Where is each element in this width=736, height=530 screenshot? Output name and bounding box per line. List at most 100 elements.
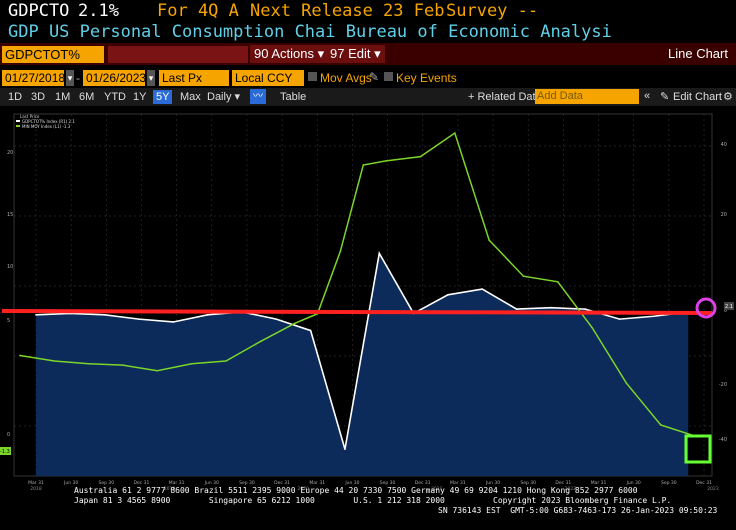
gdp-point: [206, 314, 209, 316]
ticker-symbol: GDPCTO: [8, 1, 70, 21]
right-axis-tick-3: -20: [719, 382, 727, 388]
related-data-button[interactable]: + Related Dat: [468, 91, 536, 103]
gdp-point: [344, 448, 346, 451]
period-tab-1m[interactable]: 1M: [55, 91, 71, 103]
footer-line-2: Japan 81 3 4565 8900 Singapore 65 6212 1…: [74, 496, 672, 505]
end-date-field[interactable]: 01/26/2023: [83, 70, 146, 86]
x-tick-0: Mar 31: [28, 480, 44, 486]
x-tick-12: Mar 31: [450, 480, 466, 486]
left-axis-tick-0: 20: [7, 150, 13, 156]
pencil-icon-small[interactable]: ✎: [660, 91, 670, 103]
end-date-calendar-icon[interactable]: ▾: [147, 70, 155, 86]
period-label: For 4Q A: [157, 1, 239, 21]
view-title: Line Chart: [668, 46, 728, 61]
period-tab-1d[interactable]: 1D: [8, 91, 23, 103]
line-chart: 20 15 10 5 0 40 20 0 -20 -40 2.1 -1.3 Mar 31 Jun 30 Se…: [0, 113, 734, 492]
legend-swatch-gdp: [16, 120, 20, 122]
min-moy-point: [19, 354, 21, 357]
add-data-input[interactable]: Add Data: [535, 89, 639, 104]
x-tick-10: Sep 30: [380, 480, 396, 486]
settings-icon[interactable]: ⚙: [723, 91, 733, 103]
gdp-point: [550, 306, 552, 309]
x-tick-4: Mar 31: [169, 480, 185, 486]
x-year-2: 2020: [297, 486, 309, 490]
gdp-point: [103, 314, 106, 316]
collapse-icon[interactable]: «: [644, 90, 651, 102]
min-moy-point: [522, 275, 525, 278]
period-tab-6m[interactable]: 6M: [79, 91, 95, 103]
line-chart-icon[interactable]: 〰: [250, 89, 266, 104]
start-date-calendar-icon[interactable]: ▾: [66, 70, 74, 86]
gdp-point: [447, 294, 449, 296]
footer: Australia 61 2 9777 8600 Brazil 5511 239…: [0, 486, 736, 530]
min-moy-point: [293, 322, 296, 325]
x-tick-16: Mar 31: [591, 480, 607, 486]
gdp-point: [275, 318, 278, 320]
actions-button[interactable]: 90 Actions ▾: [250, 45, 329, 63]
next-release-label: Next Release 23 Feb: [250, 1, 445, 21]
x-tick-14: Sep 30: [520, 480, 536, 486]
gdp-series-line: [35, 251, 689, 450]
min-moy-point: [190, 362, 193, 365]
x-tick-15: Dec 31: [555, 480, 571, 486]
controls-bar: 01/27/2018 ▾ - 01/26/2023 ▾ Last Px Loca…: [0, 68, 736, 88]
min-moy-point: [53, 360, 56, 362]
gdp-point: [378, 252, 381, 255]
hidden-field[interactable]: [108, 46, 248, 63]
date-separator: -: [76, 71, 80, 85]
left-axis-tick-2: 10: [7, 264, 13, 270]
min-moy-point: [385, 160, 387, 162]
right-axis-tick-4: -40: [719, 437, 727, 443]
min-moy-point: [225, 360, 227, 362]
security-field[interactable]: GDPCTOT% Index: [2, 46, 104, 79]
x-tick-2: Sep 30: [98, 480, 114, 486]
price-field-select[interactable]: Last Px: [159, 70, 229, 86]
currency-select[interactable]: Local CCY: [232, 70, 304, 86]
x-year-4: 2022: [565, 486, 577, 490]
survey-label: Survey --: [446, 1, 539, 21]
edit-button[interactable]: 97 Edit ▾: [326, 45, 385, 63]
x-tick-18: Sep 30: [661, 480, 677, 486]
x-year-1: 2019: [164, 486, 176, 490]
gdp-point: [515, 308, 518, 310]
min-moy-point: [591, 326, 593, 329]
period-tab-1y[interactable]: 1Y: [133, 91, 147, 103]
table-button[interactable]: Table: [280, 91, 307, 103]
last-value-left-badge: [0, 447, 11, 455]
right-axis-tick-1: 20: [721, 212, 727, 218]
pencil-icon[interactable]: ✎: [369, 70, 380, 84]
left-axis-tick-3: 5: [7, 318, 10, 324]
edit-chart-button[interactable]: Edit Chart: [673, 91, 722, 103]
x-tick-1: Jun 30: [63, 480, 78, 486]
red-reference-line: [1, 309, 713, 315]
period-tab-5y[interactable]: 5Y: [153, 90, 173, 104]
security-description-text: GDP US Personal Consumption Chai Bureau …: [8, 22, 612, 42]
min-moy-point: [362, 164, 365, 166]
legend-header: Last Price: [20, 114, 40, 119]
footer-line-1: Australia 61 2 9777 8600 Brazil 5511 239…: [74, 486, 638, 495]
magenta-circle-annotation: [695, 297, 717, 319]
mov-avgs-checkbox[interactable]: [308, 72, 317, 81]
min-moy-point: [625, 382, 628, 385]
period-tab-max[interactable]: Max: [180, 91, 201, 103]
legend-gdp: GDPCTOT% Index (R1) 2.1: [22, 119, 75, 124]
footer-line-3: SN 736143 EST GMT-5:00 G683-7463-173 26-…: [438, 506, 718, 515]
min-moy-point: [156, 369, 159, 372]
period-tab-ytd[interactable]: YTD: [104, 91, 126, 103]
frequency-select[interactable]: Daily ▾: [207, 91, 241, 103]
key-events-label[interactable]: Key Events: [396, 71, 457, 85]
right-axis-tick-2: 0: [724, 308, 727, 314]
x-tick-13: Jun 30: [485, 480, 500, 486]
x-tick-19: Dec 31: [696, 480, 712, 486]
gdp-point: [481, 288, 484, 290]
min-moy-point: [557, 280, 559, 283]
x-year-3: 2021: [431, 486, 443, 490]
left-axis-tick-1: 15: [7, 212, 13, 218]
period-tab-3d[interactable]: 3D: [31, 91, 46, 103]
key-events-checkbox[interactable]: [384, 72, 393, 81]
start-date-field[interactable]: 01/27/2018: [2, 70, 65, 86]
chart-area[interactable]: 20 15 10 5 0 40 20 0 -20 -40 2.1 -1.3 Mar 31 Jun 30 Se…: [0, 106, 736, 492]
mov-avgs-label[interactable]: Mov Avgs: [320, 71, 372, 85]
min-moy-point: [488, 239, 490, 241]
x-tick-6: Sep 30: [239, 480, 255, 486]
